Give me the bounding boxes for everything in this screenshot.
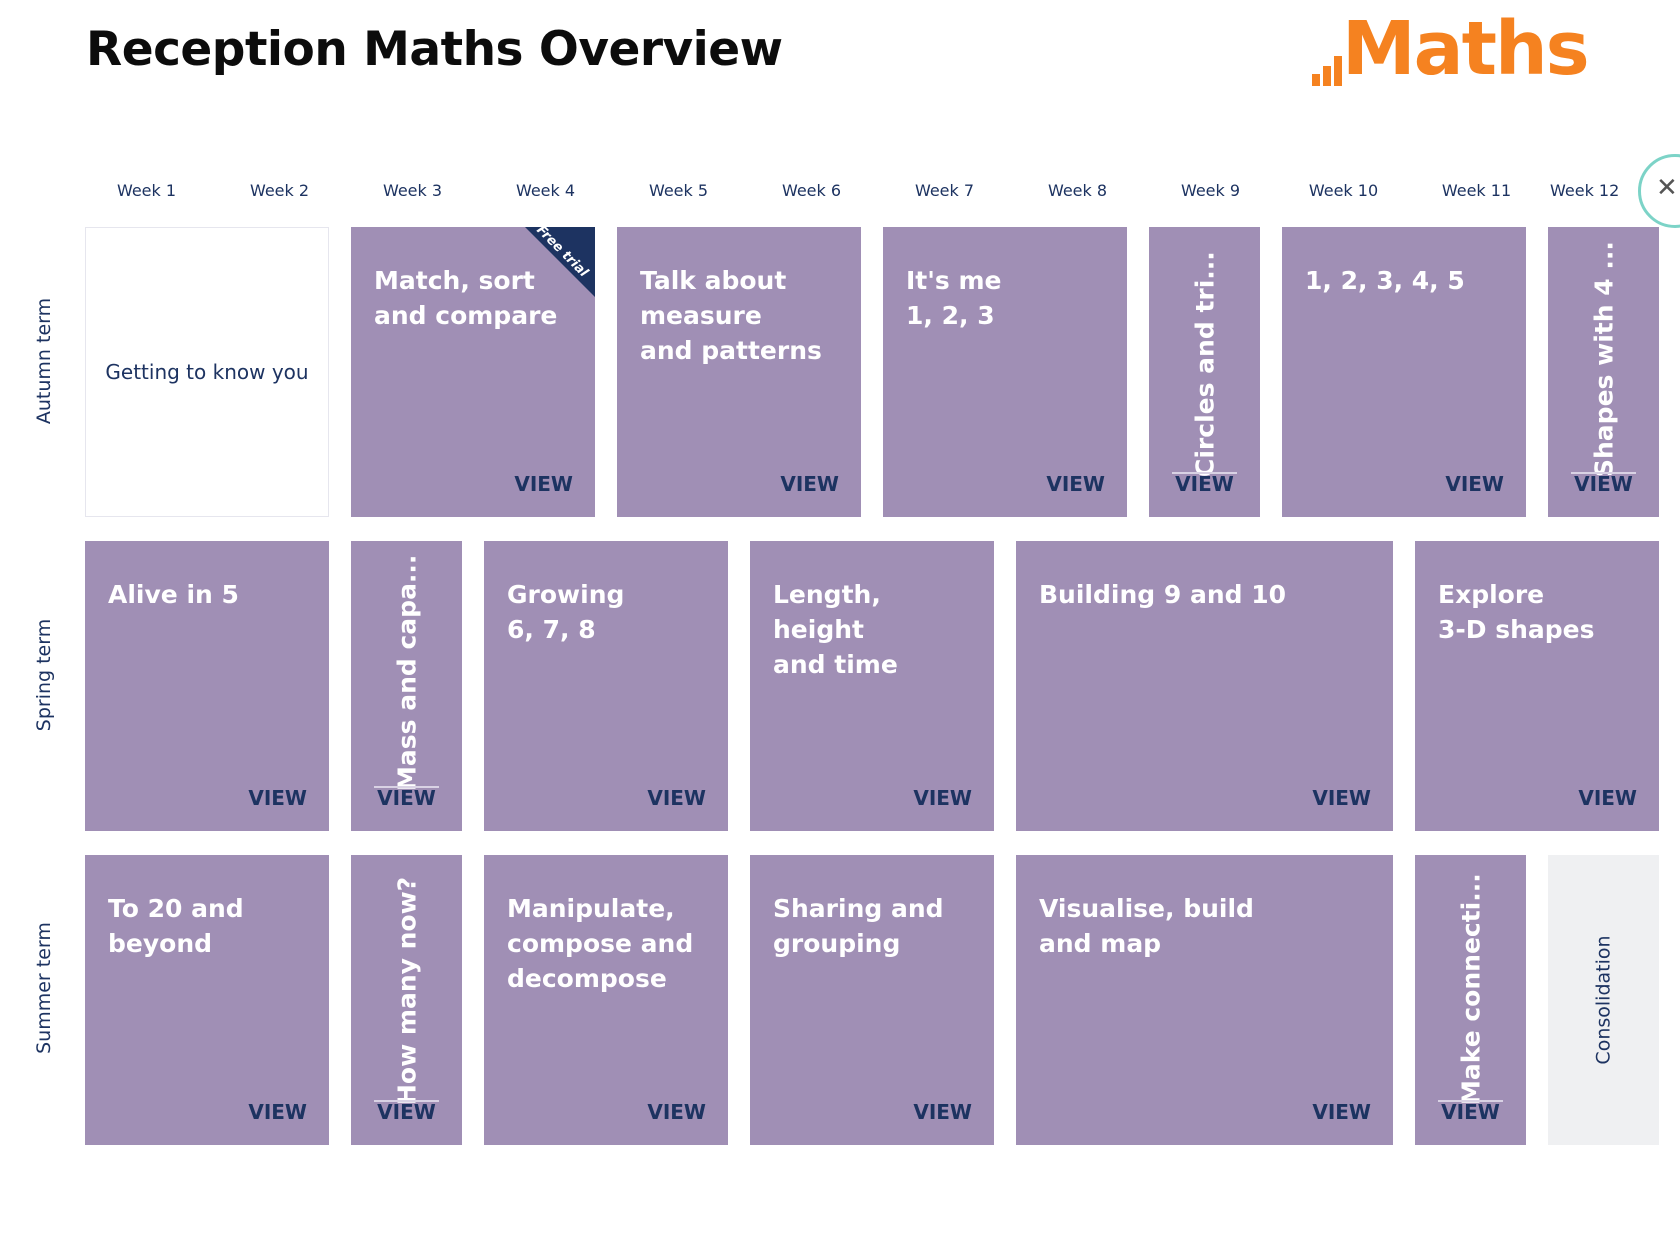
divider [1172, 472, 1237, 474]
unit-card-match-sort-compare[interactable]: Match, sort and compare Free trial VIEW [351, 227, 595, 517]
card-title: 1, 2, 3, 4, 5 [1305, 266, 1465, 295]
view-link[interactable]: VIEW [913, 786, 972, 810]
unit-card-alive-in-5[interactable]: Alive in 5 VIEW [85, 541, 329, 831]
week-header-5: Week 5 [648, 181, 709, 200]
unit-card-sharing-and-grouping[interactable]: Sharing and grouping VIEW [750, 855, 994, 1145]
view-link[interactable]: VIEW [1175, 472, 1234, 496]
unit-card-manipulate-compose-decompose[interactable]: Manipulate, compose and decompose VIEW [484, 855, 728, 1145]
unit-card-getting-to-know-you[interactable]: Getting to know you [85, 227, 329, 517]
card-title: Manipulate, compose and decompose [507, 894, 694, 993]
card-title: Match, sort and compare [374, 266, 558, 330]
week-header-2: Week 2 [249, 181, 310, 200]
week-header-1: Week 1 [116, 181, 177, 200]
view-link[interactable]: VIEW [377, 786, 436, 810]
unit-card-explore-3d-shapes[interactable]: Explore 3-D shapes VIEW [1415, 541, 1659, 831]
view-link[interactable]: VIEW [1574, 472, 1633, 496]
divider [374, 1100, 439, 1102]
unit-card-circles-and-triangles[interactable]: Circles and tri... VIEW [1149, 227, 1260, 517]
divider [374, 786, 439, 788]
unit-card-shapes-with-4-sides[interactable]: Shapes with 4 ... VIEW [1548, 227, 1659, 517]
card-title: Building 9 and 10 [1039, 580, 1287, 609]
view-link[interactable]: VIEW [1441, 1100, 1500, 1124]
card-title: Talk about measure and patterns [640, 266, 822, 365]
free-trial-ribbon: Free trial [525, 227, 595, 297]
view-link[interactable]: VIEW [514, 472, 573, 496]
view-link[interactable]: VIEW [248, 1100, 307, 1124]
unit-card-one-to-five[interactable]: 1, 2, 3, 4, 5 VIEW [1282, 227, 1526, 517]
card-title: Consolidation [1592, 935, 1615, 1065]
week-header-4: Week 4 [515, 181, 576, 200]
card-title: Alive in 5 [108, 580, 239, 609]
week-header-6: Week 6 [781, 181, 842, 200]
view-link[interactable]: VIEW [647, 1100, 706, 1124]
week-header-10: Week 10 [1308, 181, 1379, 200]
term-label-spring: Spring term [33, 618, 56, 732]
week-header-11: Week 11 [1441, 181, 1512, 200]
unit-card-growing-6-7-8[interactable]: Growing 6, 7, 8 VIEW [484, 541, 728, 831]
view-link[interactable]: VIEW [1578, 786, 1637, 810]
bar-chart-icon [1312, 56, 1342, 86]
view-link[interactable]: VIEW [647, 786, 706, 810]
week-header-9: Week 9 [1180, 181, 1241, 200]
unit-card-talk-about-measure[interactable]: Talk about measure and patterns VIEW [617, 227, 861, 517]
card-title: Sharing and grouping [773, 894, 944, 958]
divider [1438, 1100, 1503, 1102]
unit-card-visualise-build-map[interactable]: Visualise, build and map VIEW [1016, 855, 1393, 1145]
week-header-12: Week 12 [1550, 181, 1620, 200]
week-header-3: Week 3 [382, 181, 443, 200]
unit-card-length-height-time[interactable]: Length, height and time VIEW [750, 541, 994, 831]
maths-logo: Maths [1310, 6, 1612, 96]
view-link[interactable]: VIEW [913, 1100, 972, 1124]
unit-card-mass-and-capacity[interactable]: Mass and capa... VIEW [351, 541, 462, 831]
card-title: Getting to know you [105, 360, 309, 384]
unit-card-consolidation[interactable]: Consolidation [1548, 855, 1659, 1145]
card-title: To 20 and beyond [108, 894, 244, 958]
view-link[interactable]: VIEW [780, 472, 839, 496]
card-title: Length, height and time [773, 580, 898, 679]
unit-card-building-9-and-10[interactable]: Building 9 and 10 VIEW [1016, 541, 1393, 831]
card-title: How many now? [392, 876, 421, 1105]
page-title: Reception Maths Overview [86, 22, 783, 77]
view-link[interactable]: VIEW [248, 786, 307, 810]
close-icon[interactable]: ✕ [1656, 173, 1678, 203]
view-link[interactable]: VIEW [1312, 1100, 1371, 1124]
card-title: Explore 3-D shapes [1438, 580, 1595, 644]
card-title: Make connecti... [1456, 873, 1485, 1105]
card-title: Mass and capa... [392, 554, 421, 791]
divider [1571, 472, 1636, 474]
unit-card-how-many-now[interactable]: How many now? VIEW [351, 855, 462, 1145]
week-header-8: Week 8 [1047, 181, 1108, 200]
unit-card-its-me[interactable]: It's me 1, 2, 3 VIEW [883, 227, 1127, 517]
unit-card-make-connections[interactable]: Make connecti... VIEW [1415, 855, 1526, 1145]
card-title: Circles and tri... [1190, 251, 1219, 477]
term-label-autumn: Autumn term [33, 297, 55, 425]
view-link[interactable]: VIEW [377, 1100, 436, 1124]
view-link[interactable]: VIEW [1312, 786, 1371, 810]
view-link[interactable]: VIEW [1445, 472, 1504, 496]
week-header-7: Week 7 [914, 181, 975, 200]
logo-word: Maths [1342, 6, 1590, 92]
card-title: Growing 6, 7, 8 [507, 580, 625, 644]
card-title: Shapes with 4 ... [1589, 241, 1618, 477]
view-link[interactable]: VIEW [1046, 472, 1105, 496]
card-title: Visualise, build and map [1039, 894, 1254, 958]
card-title: It's me 1, 2, 3 [906, 266, 1002, 330]
term-label-summer: Summer term [33, 922, 56, 1054]
unit-card-to-20-and-beyond[interactable]: To 20 and beyond VIEW [85, 855, 329, 1145]
